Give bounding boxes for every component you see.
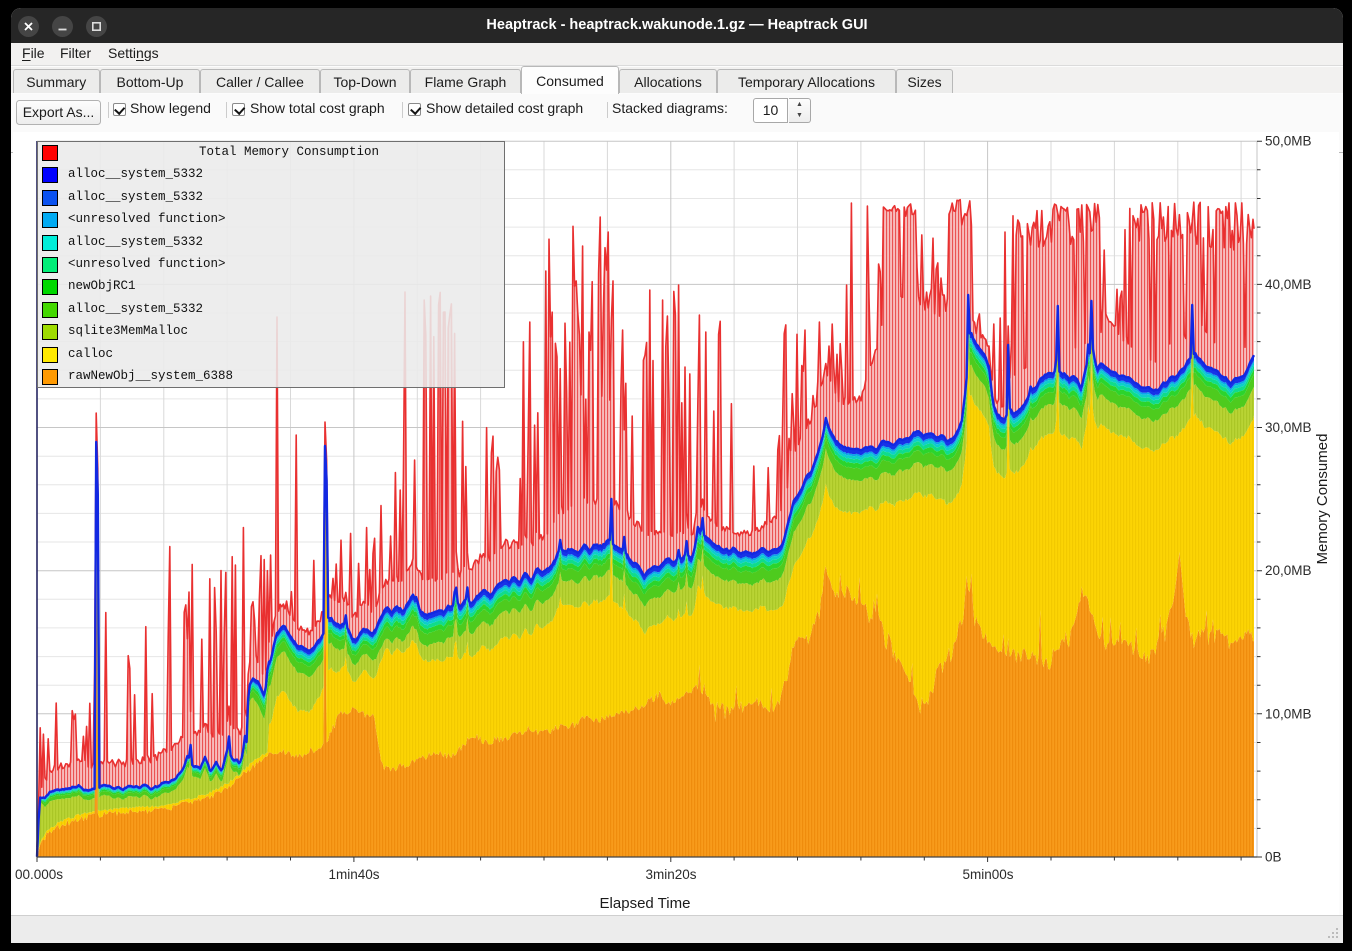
svg-text:0B: 0B [1265,850,1282,865]
svg-text:20,0MB: 20,0MB [1265,563,1312,578]
svg-text:Elapsed Time: Elapsed Time [600,895,691,912]
svg-text:10,0MB: 10,0MB [1265,706,1312,721]
svg-text:00.000s: 00.000s [15,867,63,882]
svg-text:30,0MB: 30,0MB [1265,420,1312,435]
svg-text:50,0MB: 50,0MB [1265,134,1312,149]
svg-text:1min40s: 1min40s [328,867,379,882]
svg-text:5min00s: 5min00s [962,867,1013,882]
svg-text:Memory Consumed: Memory Consumed [1314,434,1331,565]
svg-text:3min20s: 3min20s [645,867,696,882]
svg-text:40,0MB: 40,0MB [1265,277,1312,292]
